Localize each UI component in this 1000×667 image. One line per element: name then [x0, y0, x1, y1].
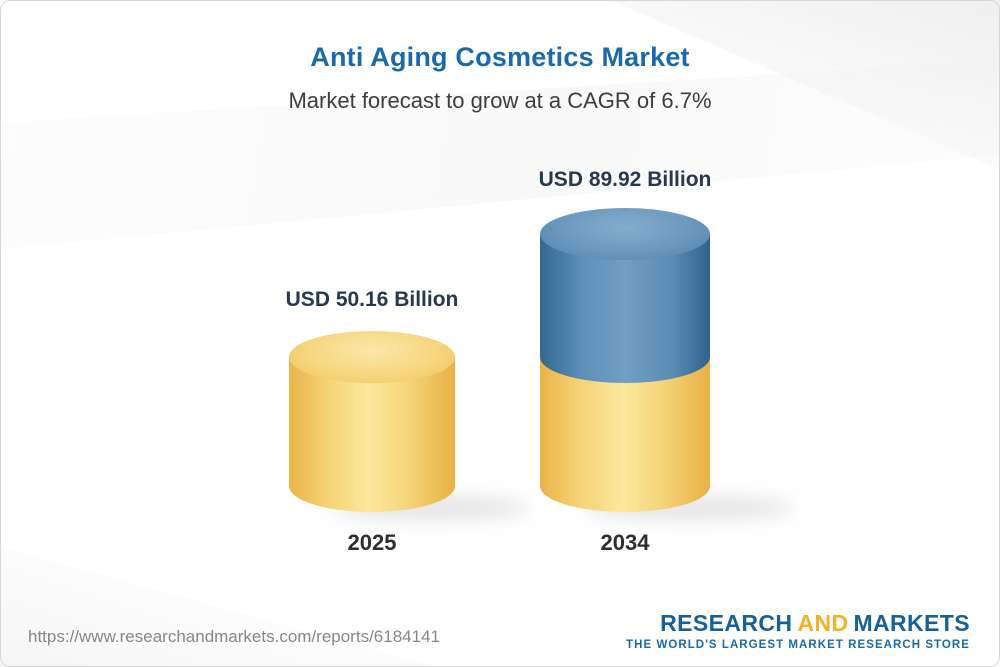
- logo-word-research: RESEARCH: [660, 609, 793, 636]
- category-label-2025: 2025: [347, 530, 397, 555]
- logo-word-markets: MARKETS: [853, 609, 970, 636]
- page-title: Anti Aging Cosmetics Market: [310, 42, 690, 72]
- page-subtitle: Market forecast to grow at a CAGR of 6.7…: [288, 88, 712, 113]
- logo-wordmark: RESEARCH AND MARKETS: [626, 609, 970, 636]
- category-label-2034: 2034: [600, 530, 650, 555]
- report-url: https://www.researchandmarkets.com/repor…: [28, 627, 440, 646]
- logo-word-and: AND: [797, 609, 849, 636]
- cylinder-2025: [289, 331, 455, 512]
- cylinder-2034: [540, 208, 710, 512]
- cylinder-2025-cap: [289, 331, 455, 383]
- cylinder-2034-cap: [540, 208, 710, 260]
- research-and-markets-logo: RESEARCH AND MARKETS THE WORLD'S LARGEST M…: [626, 609, 970, 651]
- value-label-2034: USD 89.92 Billion: [538, 168, 712, 191]
- value-label-2025: USD 50.16 Billion: [285, 288, 459, 311]
- logo-tagline: THE WORLD'S LARGEST MARKET RESEARCH STOR…: [626, 639, 970, 651]
